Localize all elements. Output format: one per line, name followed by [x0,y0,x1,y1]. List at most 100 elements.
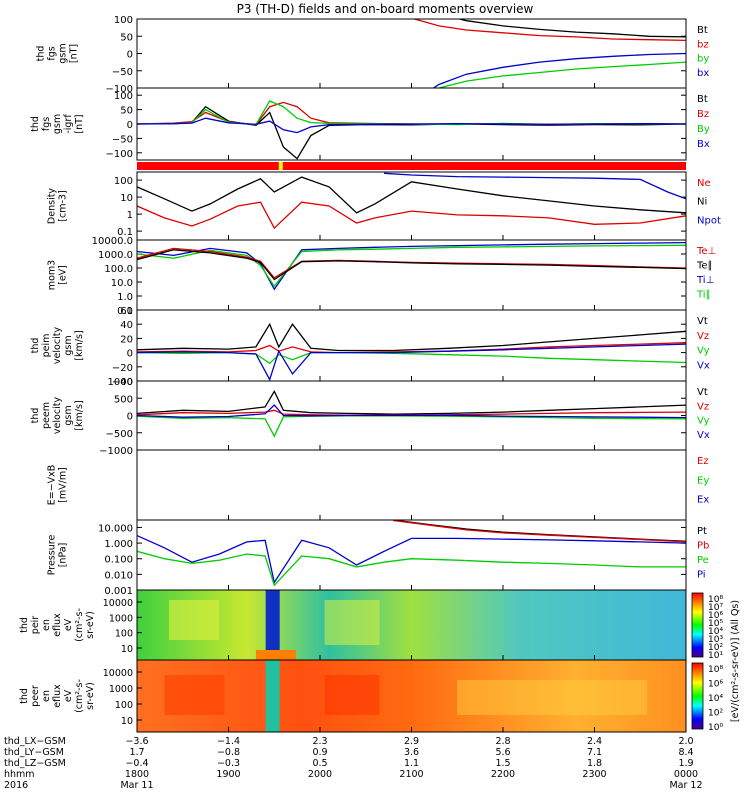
y-tick-label: 0.001 [104,586,133,597]
pressure-panel: 10.000 1.000 0.100 0.010 0.001 Pt Pb Pe Pi Pressu… [47,519,709,597]
moments-panel: 10000.0 1000.0 100.0 10.0 1.0 0.1 Te⊥ Te∥ Ti⊥ Ti∥… [47,236,717,317]
x-axis-value: 0.5 [312,758,327,769]
series-line-Bt [456,19,686,38]
fgs_gsm_dipole-panel: 100 50 0 −50 −100 Bt Bz By Bx thdfgsgsm-igrf[nT] [30,87,710,161]
series-line-bx [432,52,686,88]
legend-entry: Vy [697,346,710,357]
y-tick-label: −100 [106,84,133,95]
legend-entry: Te∥ [696,261,713,272]
colorbar-tick-label: 10⁰ [708,723,723,733]
series-line-Vx [137,404,686,419]
y-tick-label: 0 [127,412,133,423]
x-axis-value: 1.8 [587,758,602,769]
x-axis-value: 1.5 [495,758,510,769]
colorbar-tick-label: 10² [708,709,723,719]
series-line-Ti⊥ [137,241,686,291]
y-tick-label: 1 [127,210,133,221]
y-tick-label: −500 [106,429,133,440]
y-tick-label: 10.000 [98,523,133,534]
series-line-Vt [137,322,686,352]
legend-entry: Ey [697,475,709,486]
x-axis-value: −3.6 [125,736,148,747]
mode-bar-red [137,162,686,170]
y-axis-label: thdpeerenefluxeV(cm²-s-sr-eV) [19,679,96,713]
y-tick-label: 1000.0 [98,250,133,261]
legend-entry: Vx [697,430,710,441]
x-axis-value: 7.1 [587,747,602,758]
colorbar-tick-label: 10¹ [708,651,723,661]
peim_velocity-panel: 60 40 20 0 −20 −40 Vt Vz Vy Vx thdpeimvelocitygsm[… [30,306,710,388]
legend-entry: Ti∥ [696,290,711,301]
legend-entry: Bt [697,94,708,105]
y-tick-label: 10 [121,716,133,727]
y-axis-label: thdpeirenefluxeV(cm²-s-sr-eV) [19,608,96,642]
x-axis-value: 5.6 [495,747,510,758]
x-axis-date: Mar 12 [669,780,702,791]
legend-entry: Bx [697,139,710,150]
y-axis-label: E=−VxB[mV/m] [47,465,69,506]
x-axis-row-label: thd_LX−GSM [4,736,66,747]
series-line-Ti∥ [137,244,686,288]
x-axis-value: 1800 [125,769,149,780]
y-tick-label: 10000 [103,668,133,679]
y-tick-label: −100 [106,149,133,160]
legend-entry: By [697,124,710,135]
y-tick-label: −40 [112,377,133,388]
y-tick-label: 1.0 [117,292,133,303]
peem_velocity-panel: 1000 500 0 −500 −1000 Vt Vz Vy Vx thdpeemvelocity… [30,377,710,457]
legend-entry: Ex [697,495,709,506]
x-axis-value: 0000 [674,769,698,780]
x-axis-value: 2.0 [678,736,693,747]
series-line-Npot [384,172,686,200]
x-axis-value: 2.4 [587,736,602,747]
y-tick-label: 10000.0 [92,236,133,247]
x-axis-value: 0.9 [312,747,327,758]
x-axis-row-label: hhmm [4,769,35,780]
peir_spectrogram-colorbar [691,592,704,658]
moments-frame [136,239,687,311]
x-axis-value: 2000 [308,769,332,780]
y-tick-label: 100 [115,629,133,640]
colorbar-tick-label: 10³ [708,635,723,645]
efield-frame [136,449,687,521]
x-axis-year: 2016 [4,780,28,791]
fgs_gsm-frame [136,18,687,89]
peer-hot-region [324,675,380,715]
legend-entry: Ez [697,456,709,467]
x-axis-value: −0.8 [217,747,240,758]
y-tick-label: 100 [114,15,133,26]
peer-warm-region [457,680,648,715]
x-axis-value: 8.4 [678,747,693,758]
legend-entry: Pe [697,555,709,566]
series-line-Te∥ [137,249,686,281]
y-axis-label: thdfgsgsm[nT] [36,43,80,63]
y-tick-label: 0.010 [104,570,133,581]
x-axis-value: 1.9 [678,758,693,769]
legend-entry: Bz [697,109,709,120]
y-tick-label: 20 [120,334,133,345]
colorbar-tick-label: 10² [708,643,723,653]
y-tick-label: 40 [120,320,133,331]
series-line-Bt [137,105,686,160]
x-axis-value: 1.1 [404,758,419,769]
x-axis-date: Mar 11 [120,780,153,791]
x-axis-value: −0.4 [125,758,148,769]
y-tick-label: −50 [112,67,133,78]
colorbar-tick-label: 10⁶ [708,680,723,690]
y-tick-label: 0 [127,120,133,131]
legend-entry: Vy [697,416,710,427]
series-line-Pi [137,535,686,585]
legend-entry: Ni [697,197,707,208]
colorbar-tick-label: 10⁷ [708,603,723,613]
legend-entry: Vt [697,387,708,398]
series-line-bz [412,19,686,42]
x-axis-value: 2.3 [312,736,327,747]
series-line-Ne [137,201,686,230]
legend-entry: Npot [697,215,721,226]
legend-entry: bz [697,39,709,50]
density-panel: 100 10 1 0.1 Ne Ni Npot Density[cm-3] [47,171,721,241]
x-axis-value: −1.4 [217,736,240,747]
legend-entry: Pi [697,570,706,581]
peer-hot-region [164,675,225,715]
